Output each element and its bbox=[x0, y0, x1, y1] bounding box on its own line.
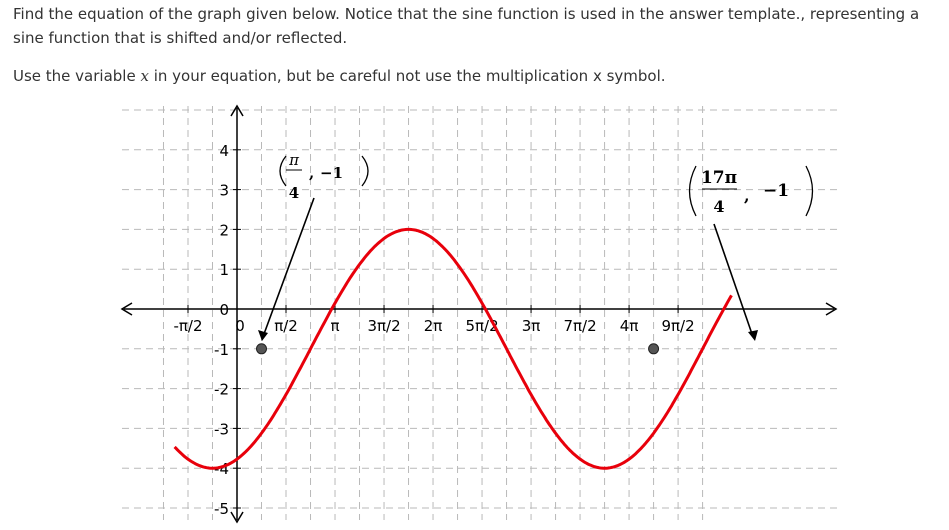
x-tick-label: 4π bbox=[620, 317, 639, 335]
question-prompt: Find the equation of the graph given bel… bbox=[13, 5, 920, 47]
marked-point bbox=[648, 343, 660, 355]
x-tick-label: π bbox=[331, 317, 340, 335]
x-tick-label: 2π bbox=[424, 317, 443, 335]
sine-curve bbox=[173, 227, 733, 470]
y-axis-arrow-down bbox=[230, 511, 244, 524]
y-tick-label: 0 bbox=[219, 301, 229, 319]
y-tick-label: -5 bbox=[214, 500, 229, 518]
svg-text:,: , bbox=[309, 164, 314, 182]
x-tick-label: 0 bbox=[235, 317, 245, 335]
tick-labels: -π/2 0 π/2 π 3π/2 2π 5π/2 3π 7π/2 4π 9π/243210-1-2… bbox=[173, 142, 694, 518]
y-tick-label: 4 bbox=[219, 142, 229, 160]
pointer-arrows bbox=[258, 197, 758, 341]
annotation-left-y: −1 bbox=[320, 164, 343, 182]
x-tick-label: 3π bbox=[522, 317, 541, 335]
y-tick-label: -1 bbox=[214, 341, 229, 359]
x-tick-label: 5π/2 bbox=[465, 317, 498, 335]
annotation-left: π 4 , −1 bbox=[279, 151, 369, 202]
marked-point bbox=[256, 343, 268, 355]
note-text-after: in your equation, but be careful not use… bbox=[148, 67, 666, 85]
variable-note: Use the variable x in your equation, but… bbox=[13, 64, 933, 88]
y-tick-label: -3 bbox=[214, 420, 229, 438]
annotation-right: 17π 4 , −1 bbox=[688, 165, 814, 217]
x-tick-label: -π/2 bbox=[173, 317, 202, 335]
annotation-left-denominator: 4 bbox=[289, 184, 299, 202]
annotation-right-denominator: 4 bbox=[713, 197, 724, 216]
x-tick-label: 9π/2 bbox=[661, 317, 694, 335]
x-axis-arrow-right bbox=[825, 302, 838, 316]
note-text-before: Use the variable bbox=[13, 67, 141, 85]
axes bbox=[120, 104, 838, 524]
annotation-right-numerator: 17π bbox=[701, 168, 737, 188]
svg-text:,: , bbox=[744, 186, 750, 205]
y-tick-label: 2 bbox=[219, 221, 229, 239]
y-axis-arrow-up bbox=[230, 104, 244, 117]
y-tick-label: 3 bbox=[219, 182, 229, 200]
y-tick-label: -2 bbox=[214, 381, 229, 399]
x-axis-arrow-left bbox=[120, 302, 133, 316]
note-variable: x bbox=[140, 67, 149, 85]
marked-points bbox=[256, 343, 660, 355]
x-tick-label: π/2 bbox=[274, 317, 298, 335]
annotation-left-numerator: π bbox=[288, 151, 300, 169]
x-tick-label: 7π/2 bbox=[563, 317, 596, 335]
y-tick-label: 1 bbox=[219, 261, 229, 279]
x-tick-label: 3π/2 bbox=[367, 317, 400, 335]
annotation-right-y: −1 bbox=[763, 181, 789, 201]
